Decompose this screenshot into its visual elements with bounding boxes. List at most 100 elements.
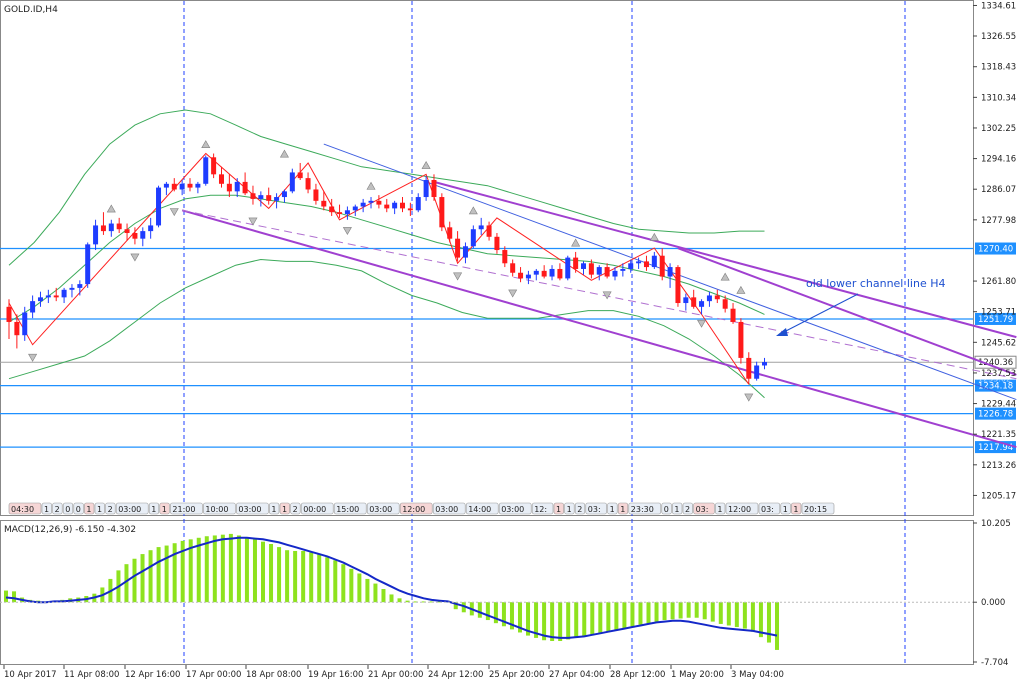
candle-body bbox=[77, 284, 83, 288]
time-label: 25 Apr 20:00 bbox=[489, 670, 544, 680]
macd-histogram-bar bbox=[461, 602, 466, 613]
horizontal-levels: 1270.40 1251.79 1234.18 1226.78 1217.94 1235.… bbox=[0, 242, 1017, 454]
session-label: 2 bbox=[55, 505, 60, 514]
candle-body bbox=[620, 268, 626, 271]
session-label: 1 bbox=[556, 505, 561, 514]
session-label: 1 bbox=[610, 505, 615, 514]
session-label: 1 bbox=[97, 505, 102, 514]
session-box bbox=[432, 502, 466, 515]
macd-histogram-bar bbox=[686, 602, 691, 618]
session-label: 03: bbox=[696, 505, 709, 514]
candle-body bbox=[258, 195, 264, 199]
macd-axis-label: 10.205 bbox=[981, 519, 1011, 529]
candle-body bbox=[195, 183, 201, 188]
candle-body bbox=[439, 197, 445, 228]
fractal-down bbox=[248, 217, 258, 226]
candle-body bbox=[470, 229, 476, 247]
macd-histogram-bar bbox=[477, 602, 482, 618]
level-price-box bbox=[975, 379, 1016, 392]
candle-body bbox=[565, 257, 571, 279]
candle-body bbox=[274, 197, 280, 201]
fractal-down bbox=[697, 319, 707, 328]
time-label: 28 Apr 12:00 bbox=[610, 670, 665, 680]
session-box bbox=[73, 502, 84, 515]
session-label: 2 bbox=[108, 505, 113, 514]
session-box bbox=[628, 502, 662, 515]
session-label: 1 bbox=[86, 505, 91, 514]
session-box bbox=[715, 502, 726, 515]
time-label: 21 Apr 00:00 bbox=[368, 670, 423, 680]
price-tick-label: 1302.25 bbox=[981, 124, 1016, 134]
candle-body bbox=[447, 227, 453, 239]
price-tick-label: 1334.61 bbox=[981, 1, 1016, 11]
session-label: 1 bbox=[783, 505, 788, 514]
time-axis: 10 Apr 2017 11 Apr 08:00 12 Apr 16:00 17 Ap… bbox=[3, 665, 784, 680]
session-box bbox=[399, 502, 433, 515]
candle-body bbox=[100, 225, 106, 232]
fractal-up bbox=[201, 140, 211, 149]
macd-histogram-bar bbox=[148, 550, 153, 603]
candle-body bbox=[85, 244, 91, 285]
candle-body bbox=[384, 204, 390, 209]
session-box bbox=[279, 502, 290, 515]
candle-body bbox=[738, 321, 744, 358]
time-label: 1 May 20:00 bbox=[671, 670, 724, 680]
session-box bbox=[725, 502, 759, 515]
candle-body bbox=[714, 295, 720, 300]
session-box bbox=[105, 502, 116, 515]
candle-body bbox=[581, 263, 587, 269]
macd-histogram-bar bbox=[518, 602, 522, 633]
session-label: 1 bbox=[717, 505, 722, 514]
session-box bbox=[115, 502, 149, 515]
session-label: 03: bbox=[761, 505, 774, 514]
macd-histogram-bar bbox=[501, 602, 506, 627]
candle-body bbox=[376, 200, 382, 205]
macd-histogram-bar bbox=[509, 602, 514, 630]
macd-histogram-bar bbox=[662, 602, 667, 621]
macd-histogram-bar bbox=[694, 602, 699, 618]
level-price-label: 1234.18 bbox=[978, 382, 1013, 392]
macd-histogram-bar bbox=[172, 543, 177, 603]
macd-histogram-bar bbox=[638, 602, 643, 625]
time-label: 27 Apr 04:00 bbox=[549, 670, 604, 680]
level-price-label: 1251.79 bbox=[978, 315, 1013, 325]
fractals bbox=[28, 140, 754, 402]
price-tick-label: 1261.80 bbox=[981, 277, 1016, 287]
candle-body bbox=[462, 246, 468, 258]
annotation-arrow-line bbox=[779, 293, 859, 335]
candle-body bbox=[93, 225, 99, 245]
zigzag-line bbox=[8, 152, 750, 385]
bollinger-lower bbox=[8, 258, 765, 399]
macd-histogram-bar bbox=[558, 602, 563, 642]
candle-body bbox=[510, 263, 516, 273]
macd-histogram-bar bbox=[453, 602, 458, 610]
macd-histogram-bar bbox=[590, 602, 595, 635]
macd-histogram-bar bbox=[196, 537, 201, 603]
macd-histogram-bar bbox=[614, 602, 619, 631]
session-box bbox=[531, 502, 554, 515]
macd-histogram-bar bbox=[598, 602, 603, 634]
session-box bbox=[269, 502, 280, 515]
symbol-label: GOLD.ID,H4 bbox=[4, 5, 58, 15]
candle-body bbox=[541, 270, 547, 277]
macd-histogram-bar bbox=[654, 602, 659, 622]
candle-body bbox=[502, 250, 508, 264]
macd-histogram-bar bbox=[582, 602, 587, 637]
candle-body bbox=[604, 267, 610, 277]
session-label: 2 bbox=[685, 505, 690, 514]
candle-body bbox=[313, 189, 319, 201]
session-box bbox=[758, 502, 781, 515]
time-label: 24 Apr 12:00 bbox=[428, 670, 483, 680]
price-tick-label: 1318.43 bbox=[981, 63, 1016, 73]
session-box bbox=[170, 502, 203, 515]
macd-histogram-bar bbox=[389, 594, 394, 603]
macd-histogram-bar bbox=[236, 535, 241, 603]
price-tick-label: 1326.55 bbox=[981, 32, 1016, 42]
session-box bbox=[62, 502, 74, 515]
macd-histogram-bar bbox=[4, 590, 8, 603]
fractal-up bbox=[468, 206, 478, 215]
session-box bbox=[661, 502, 672, 515]
